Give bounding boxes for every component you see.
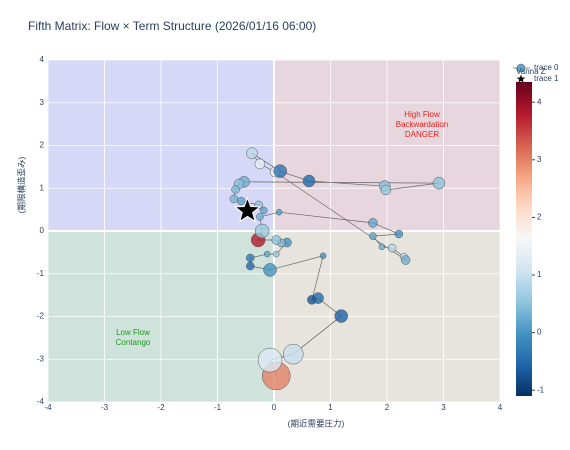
point [394, 229, 404, 239]
point [302, 174, 316, 188]
colorbar [516, 82, 532, 396]
point [334, 309, 348, 323]
x-tick-label: 2 [385, 403, 390, 412]
x-tick-label: 3 [441, 403, 446, 412]
colorbar-tick-label: -1 [537, 385, 545, 394]
colorbar-tick-label: 3 [537, 155, 542, 164]
legend-marker [516, 63, 526, 73]
point [260, 206, 268, 215]
colorbar-tick-label: 0 [537, 328, 542, 337]
annotation-line: DANGER [405, 130, 439, 139]
annotation-line: Backwardation [396, 120, 448, 129]
y-tick-label: -1 [37, 269, 45, 278]
point [368, 218, 378, 228]
point [380, 184, 392, 196]
annotation-line: Low Flow [116, 328, 150, 337]
x-axis-label: (期近需要圧力) [288, 418, 345, 428]
x-tick-label: 1 [328, 403, 333, 412]
point [257, 347, 283, 373]
colorbar-tick-label: 4 [537, 97, 542, 106]
point [387, 243, 397, 253]
x-tick-label: -4 [44, 403, 52, 412]
point [263, 263, 277, 277]
point [369, 232, 377, 240]
point [263, 250, 271, 258]
legend-marker [516, 74, 526, 83]
point [378, 243, 386, 251]
point [307, 295, 317, 305]
x-tick-label: -1 [214, 403, 222, 412]
point [282, 343, 304, 365]
point [273, 164, 287, 178]
y-tick-label: 1 [40, 183, 45, 192]
chart-title: Fifth Matrix: Flow × Term Structure (202… [28, 19, 316, 33]
y-tick-label: 3 [40, 98, 45, 107]
annotation-line: Contango [116, 338, 151, 347]
x-tick-label: -3 [101, 403, 109, 412]
point [246, 253, 255, 263]
point [256, 213, 264, 221]
point [231, 185, 240, 194]
x-tick-label: -2 [157, 403, 165, 412]
x-tick-label: 0 [272, 403, 277, 412]
point [246, 261, 255, 271]
point [236, 196, 246, 206]
y-axis-label: (期限構造歪み) [16, 157, 26, 214]
star-marker [233, 196, 262, 223]
legend-label: trace 1 [534, 74, 559, 83]
point [273, 250, 280, 258]
y-tick-label: -3 [37, 354, 45, 363]
y-tick-label: 0 [40, 226, 45, 235]
colorbar-title: Vanna Z [516, 67, 546, 76]
point [229, 194, 239, 204]
legend-label: trace 0 [534, 63, 559, 72]
y-tick-label: -4 [37, 397, 45, 406]
x-tick-label: 4 [498, 403, 503, 412]
annotation: High Flow Backwardation DANGER [396, 110, 448, 139]
point [432, 176, 446, 190]
point [400, 255, 411, 265]
y-tick-label: -2 [37, 312, 45, 321]
y-tick-label: 4 [40, 55, 45, 64]
point [319, 252, 327, 260]
point [246, 147, 258, 159]
colorbar-tick-label: 1 [537, 270, 542, 279]
annotation: Low Flow Contango [116, 328, 151, 347]
annotation-line: High Flow [404, 110, 440, 119]
point [254, 223, 270, 239]
colorbar-tick-label: 2 [537, 213, 542, 222]
point [254, 158, 266, 170]
point [275, 208, 283, 216]
point [271, 235, 282, 245]
y-tick-label: 2 [40, 141, 45, 150]
